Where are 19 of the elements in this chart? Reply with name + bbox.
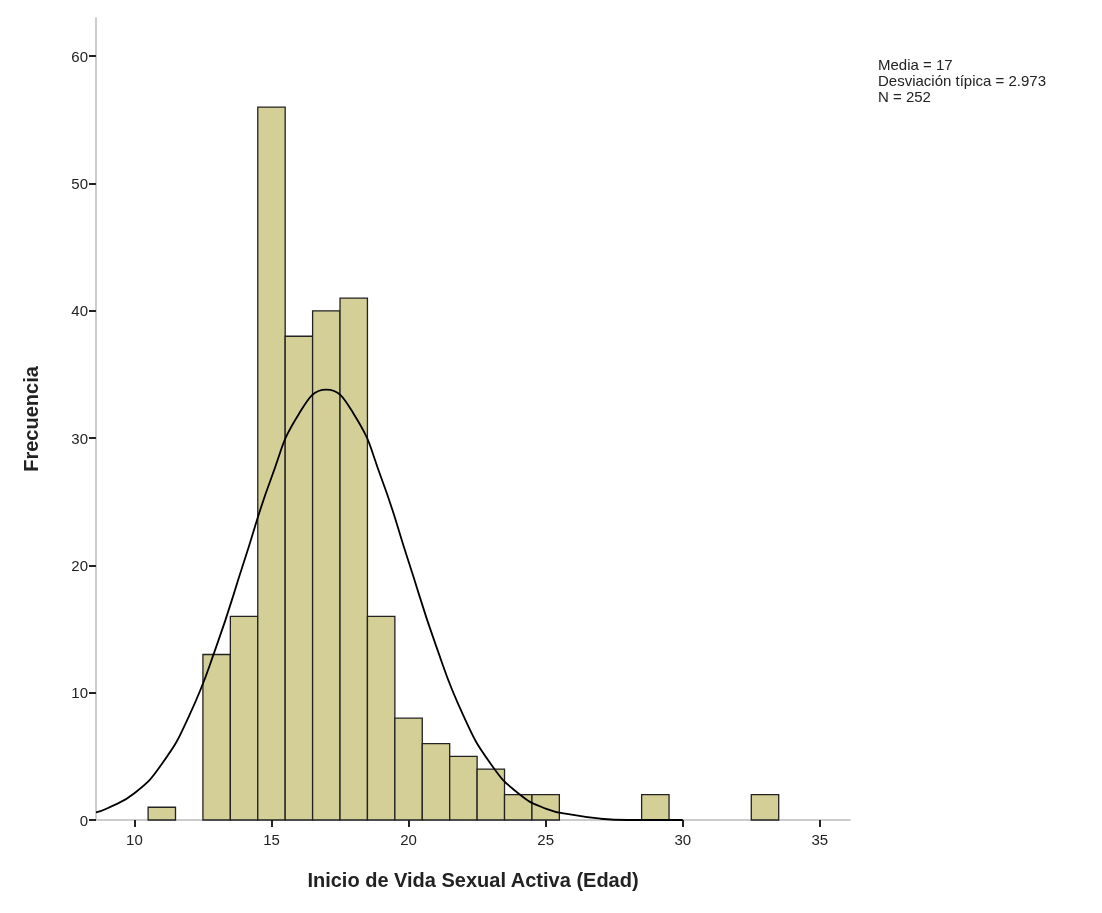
- y-tick-label: 0: [79, 811, 88, 829]
- x-axis-title: Inicio de Vida Sexual Activa (Edad): [307, 869, 639, 891]
- y-tick-label: 60: [71, 47, 88, 65]
- y-tick-label: 50: [71, 174, 88, 192]
- y-tick-label: 20: [71, 556, 88, 574]
- x-tick-label: 30: [674, 831, 692, 848]
- x-tick-label: 20: [400, 831, 417, 848]
- x-tick-label: 15: [263, 831, 280, 848]
- y-tick-label: 40: [71, 302, 88, 320]
- text: Media = 17: [878, 55, 953, 73]
- x-tick-label: 25: [537, 831, 554, 848]
- x-tick-label: 35: [811, 831, 829, 848]
- y-axis-title: Frecuencia: [20, 365, 42, 472]
- text: Desviación típica = 2.973: [878, 71, 1047, 89]
- y-tick-label: 10: [71, 684, 88, 702]
- line-series: [95, 388, 684, 821]
- text: N = 252: [878, 87, 931, 105]
- y-tick-label: 30: [71, 429, 88, 447]
- x-tick-label: 10: [126, 831, 143, 848]
